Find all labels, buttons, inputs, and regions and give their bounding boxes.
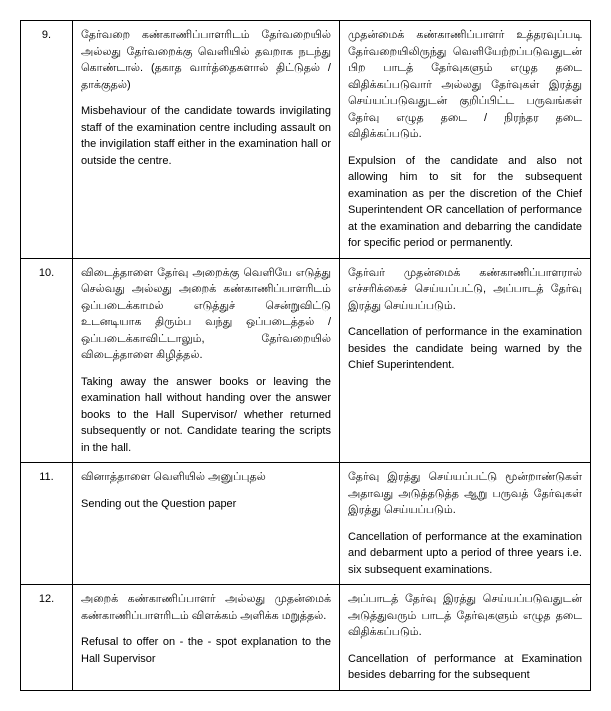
table-row: 12.அறைக் கண்காணிப்பாளர் அல்லது முதன்மைக்…: [21, 585, 591, 691]
action-cell: அப்பாடத் தேர்வு இரத்து செய்யப்படுவதுடன் …: [340, 585, 591, 691]
action-tamil: அப்பாடத் தேர்வு இரத்து செய்யப்படுவதுடன் …: [348, 591, 582, 641]
action-english: Cancellation of performance at Examinati…: [348, 651, 582, 684]
action-cell: தேர்வர் முதன்மைக் கண்காணிப்பாளரால் எச்சர…: [340, 258, 591, 463]
table-row: 11. வினாத்தாளை வெளியில் அனுப்புதல் Sending…: [21, 463, 591, 585]
action-cell: முதன்மைக் கண்காணிப்பாளர் உத்தரவுப்படி தே…: [340, 21, 591, 259]
description-english: Taking away the answer books or leaving …: [81, 374, 331, 457]
malpractice-table: 9.தேர்வறை கண்காணிப்பாளரிடம் தேர்வறையில் …: [20, 20, 591, 691]
description-tamil: தேர்வறை கண்காணிப்பாளரிடம் தேர்வறையில் அல…: [81, 27, 331, 93]
action-english: Cancellation of performance at the exami…: [348, 529, 582, 579]
row-number: 9.: [21, 21, 73, 259]
description-cell: தேர்வறை கண்காணிப்பாளரிடம் தேர்வறையில் அல…: [73, 21, 340, 259]
description-cell: விடைத்தாளை தேர்வு அறைக்கு வெளியே எடுத்து…: [73, 258, 340, 463]
row-number: 11.: [21, 463, 73, 585]
description-cell: அறைக் கண்காணிப்பாளர் அல்லது முதன்மைக் கண…: [73, 585, 340, 691]
description-cell: வினாத்தாளை வெளியில் அனுப்புதல் Sending ou…: [73, 463, 340, 585]
action-tamil: முதன்மைக் கண்காணிப்பாளர் உத்தரவுப்படி தே…: [348, 27, 582, 143]
row-number: 10.: [21, 258, 73, 463]
action-cell: தேர்வு இரத்து செய்யப்பட்டு மூன்றாண்டுகள்…: [340, 463, 591, 585]
description-english: Refusal to offer on - the - spot explana…: [81, 634, 331, 667]
description-tamil: விடைத்தாளை தேர்வு அறைக்கு வெளியே எடுத்து…: [81, 265, 331, 364]
action-english: Cancellation of performance in the exami…: [348, 324, 582, 374]
table-row: 10.விடைத்தாளை தேர்வு அறைக்கு வெளியே எடுத…: [21, 258, 591, 463]
action-english: Expulsion of the candidate and also not …: [348, 153, 582, 252]
table-row: 9.தேர்வறை கண்காணிப்பாளரிடம் தேர்வறையில் …: [21, 21, 591, 259]
row-number: 12.: [21, 585, 73, 691]
action-tamil: தேர்வு இரத்து செய்யப்பட்டு மூன்றாண்டுகள்…: [348, 469, 582, 519]
description-tamil: அறைக் கண்காணிப்பாளர் அல்லது முதன்மைக் கண…: [81, 591, 331, 624]
action-tamil: தேர்வர் முதன்மைக் கண்காணிப்பாளரால் எச்சர…: [348, 265, 582, 315]
description-tamil: வினாத்தாளை வெளியில் அனுப்புதல்: [81, 469, 331, 486]
description-english: Misbehaviour of the candidate towards in…: [81, 103, 331, 169]
description-english: Sending out the Question paper: [81, 496, 331, 513]
